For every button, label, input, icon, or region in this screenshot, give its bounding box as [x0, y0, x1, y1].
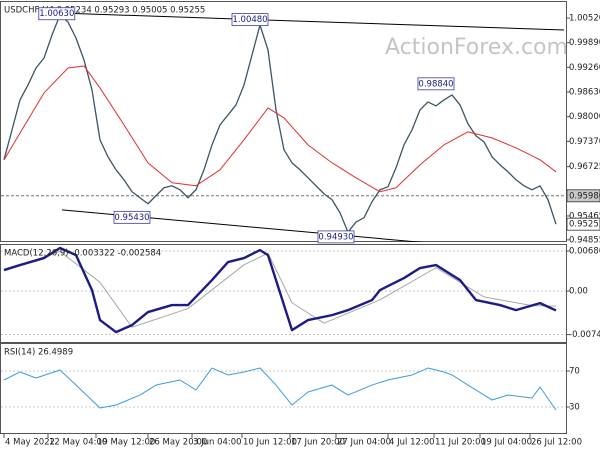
price-label: 0.95255	[569, 220, 600, 230]
price-label-box	[566, 217, 600, 231]
x-tick-label: 19 May 12:00	[97, 438, 155, 448]
y-tick-label: 0.94855	[569, 235, 600, 245]
x-tick-label: 11 Jul 20:00	[435, 438, 486, 448]
annotation: 0.94930	[318, 232, 353, 242]
series-line	[3, 250, 557, 328]
panel-title: USDCHF,H4 0.95234 0.95293 0.95005 0.9525…	[4, 6, 205, 16]
annotation-box	[38, 7, 76, 21]
panel-title: MACD(12,26,9) -0.003322 -0.002584	[4, 249, 161, 259]
y-tick-label: 30	[569, 403, 580, 413]
y-tick-label: 70	[569, 367, 580, 377]
x-tick-label: 26 Jul 12:00	[531, 438, 582, 448]
panel-frame	[0, 244, 567, 343]
x-tick-label: 12 May 04:00	[49, 438, 107, 448]
x-tick-label: 17 Jun 20:00	[291, 438, 345, 448]
panel-frame	[0, 343, 567, 434]
annotation: 1.00480	[232, 15, 267, 25]
x-tick-label: 27 Jun 04:00	[337, 438, 391, 448]
panel-frame	[0, 1, 567, 242]
trendline	[59, 12, 565, 31]
annotation-box	[231, 13, 269, 27]
y-tick-label: 0.00	[569, 287, 588, 297]
x-tick-label: 19 Jul 04:00	[481, 438, 532, 448]
x-tick-label: 3 Jun 04:00	[193, 438, 242, 448]
x-tick-label: 4 Jul 12:00	[389, 438, 435, 448]
series-line	[3, 367, 557, 411]
annotation-box	[417, 77, 455, 91]
annotation: 1.00630	[39, 9, 74, 19]
x-tick-label: 10 Jun 12:00	[243, 438, 297, 448]
plot-area	[1, 246, 566, 335]
series-line	[3, 65, 557, 193]
y-tick-label: 0.95465	[569, 211, 600, 221]
annotation: 0.98840	[418, 79, 453, 89]
x-tick-label: 26 May 20:00	[149, 438, 207, 448]
series-line	[3, 14, 557, 233]
plot-area	[1, 367, 566, 411]
annotation: 0.95430	[114, 213, 149, 223]
y-tick-label: 0.006861	[569, 247, 600, 257]
annotation-box	[113, 210, 151, 224]
annotation-box	[317, 230, 355, 244]
x-tick-label: 4 May 2022	[5, 438, 55, 448]
series-line	[3, 246, 557, 334]
panel-title: RSI(14) 26.4989	[4, 348, 73, 358]
y-tick-label: 0.96725	[569, 162, 600, 172]
watermark: ActionForex.com	[385, 35, 568, 60]
price-label-box	[566, 189, 600, 203]
y-tick-label: -0.007454	[569, 330, 600, 340]
